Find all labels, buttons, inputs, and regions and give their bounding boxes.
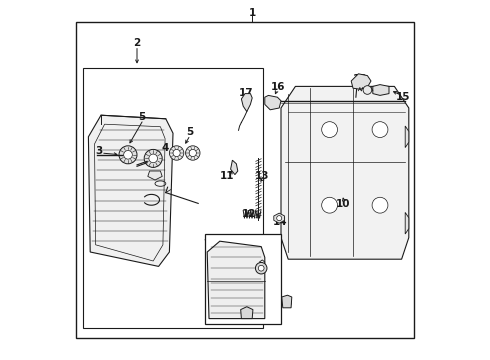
- Circle shape: [149, 154, 157, 163]
- Text: 18: 18: [353, 74, 368, 84]
- Text: 2: 2: [133, 38, 141, 48]
- Polygon shape: [405, 126, 409, 148]
- Text: 1: 1: [248, 8, 256, 18]
- Text: 8: 8: [241, 310, 248, 320]
- Polygon shape: [88, 115, 173, 266]
- Polygon shape: [265, 95, 281, 110]
- Text: 7: 7: [203, 239, 211, 249]
- Text: 16: 16: [271, 82, 285, 92]
- Circle shape: [255, 262, 267, 274]
- Text: 9: 9: [251, 266, 258, 276]
- Polygon shape: [207, 241, 265, 319]
- Circle shape: [144, 149, 162, 167]
- Text: 3: 3: [96, 146, 103, 156]
- Text: 11: 11: [220, 171, 234, 181]
- Polygon shape: [405, 212, 409, 234]
- Polygon shape: [274, 213, 285, 223]
- Circle shape: [277, 216, 282, 221]
- Text: 5: 5: [138, 112, 146, 122]
- Text: 17: 17: [239, 88, 253, 98]
- Polygon shape: [373, 85, 389, 95]
- Text: 6: 6: [285, 298, 292, 309]
- Text: 12: 12: [242, 209, 256, 219]
- Polygon shape: [351, 74, 371, 89]
- Circle shape: [189, 149, 196, 157]
- Circle shape: [173, 149, 180, 157]
- Bar: [83, 68, 263, 328]
- Polygon shape: [231, 160, 238, 175]
- Polygon shape: [281, 86, 409, 259]
- Circle shape: [363, 86, 372, 94]
- Circle shape: [372, 122, 388, 138]
- Bar: [205, 234, 281, 324]
- Polygon shape: [148, 171, 162, 180]
- Polygon shape: [241, 307, 253, 319]
- Circle shape: [170, 146, 184, 160]
- Polygon shape: [242, 94, 252, 112]
- Text: 4: 4: [161, 143, 169, 153]
- Text: 10: 10: [336, 199, 350, 209]
- Circle shape: [321, 122, 338, 138]
- Circle shape: [258, 265, 264, 271]
- Circle shape: [123, 150, 132, 159]
- Text: 14: 14: [272, 217, 287, 228]
- Circle shape: [372, 197, 388, 213]
- Text: 15: 15: [396, 92, 411, 102]
- Circle shape: [321, 197, 338, 213]
- Circle shape: [186, 146, 200, 160]
- Text: 5: 5: [187, 127, 194, 138]
- Polygon shape: [282, 295, 292, 308]
- Circle shape: [119, 146, 137, 164]
- Text: 13: 13: [255, 171, 270, 181]
- Bar: [76, 22, 414, 338]
